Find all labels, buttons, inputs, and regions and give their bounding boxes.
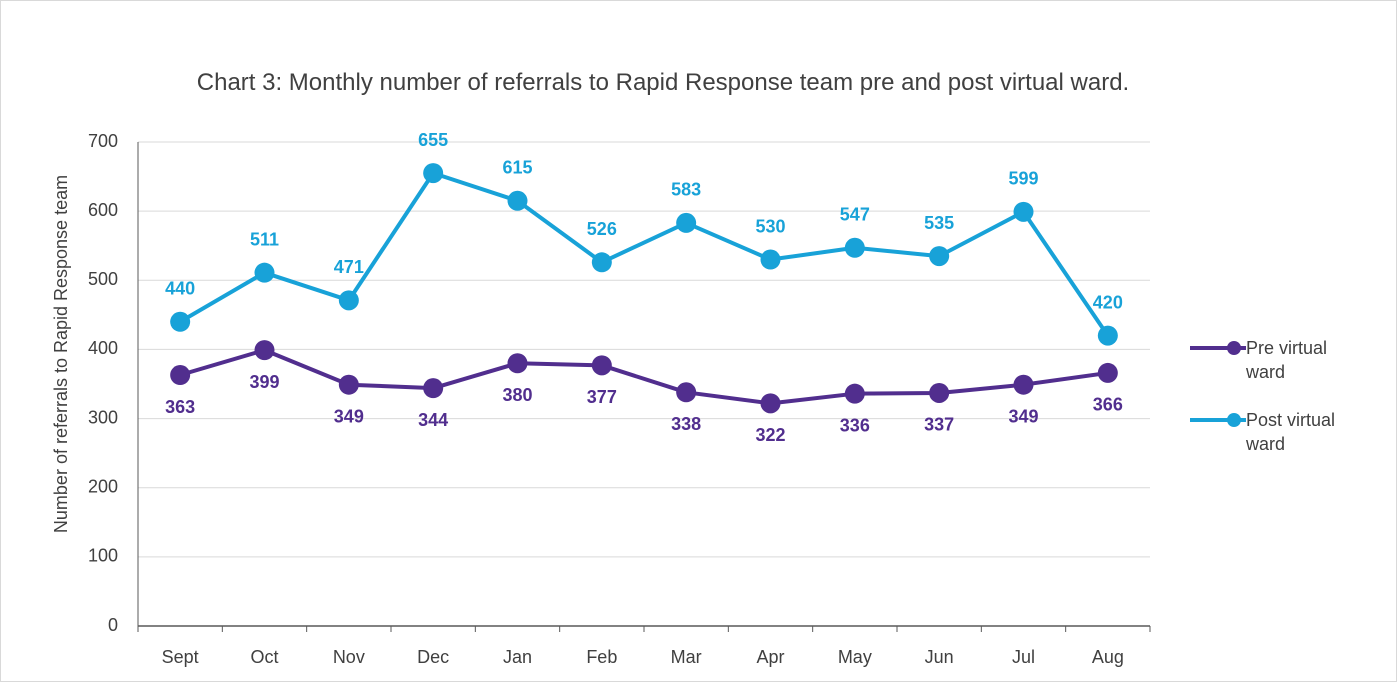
data-label: 377: [587, 387, 617, 407]
data-point: [170, 365, 191, 386]
legend-item: Pre virtual ward: [1190, 336, 1356, 384]
data-point: [338, 290, 359, 311]
x-tick-label: Apr: [756, 647, 784, 667]
x-tick-label: Feb: [586, 647, 617, 667]
data-point: [760, 249, 781, 270]
data-label: 526: [587, 219, 617, 239]
data-label: 322: [755, 425, 785, 445]
data-point: [844, 383, 865, 404]
data-label: 336: [840, 415, 870, 435]
data-label: 615: [502, 158, 532, 178]
x-tick-label: Sept: [162, 647, 199, 667]
x-tick-label: Jul: [1012, 647, 1035, 667]
legend-swatch: [1190, 413, 1246, 427]
data-label: 349: [334, 406, 364, 426]
series-line: [179, 348, 1109, 406]
x-tick-label: Nov: [333, 647, 365, 667]
y-tick-label: 400: [88, 338, 118, 358]
data-label: 535: [924, 213, 954, 233]
data-label: 363: [165, 397, 195, 417]
data-point: [1013, 374, 1034, 395]
legend-label: Post virtual ward: [1246, 410, 1336, 454]
data-point: [254, 262, 275, 283]
data-label: 583: [671, 180, 701, 200]
data-point: [1013, 201, 1034, 222]
data-point: [676, 212, 697, 233]
data-point: [170, 311, 191, 332]
data-label: 511: [250, 229, 279, 249]
data-point: [591, 355, 612, 376]
series-line: [179, 171, 1110, 337]
data-point: [423, 163, 444, 184]
y-tick-label: 600: [88, 200, 118, 220]
data-point: [1097, 325, 1118, 346]
data-point: [929, 382, 950, 403]
data-point: [591, 252, 612, 273]
data-label: 344: [418, 410, 448, 430]
y-tick-label: 0: [108, 615, 118, 635]
data-point: [760, 393, 781, 414]
data-point: [1097, 362, 1118, 383]
data-label: 420: [1093, 292, 1123, 312]
x-tick-label: Dec: [417, 647, 449, 667]
x-tick-label: May: [838, 647, 872, 667]
legend-marker: [1227, 413, 1241, 427]
y-tick-label: 200: [88, 476, 118, 496]
data-label: 380: [502, 385, 532, 405]
legend-marker: [1227, 341, 1241, 355]
data-label: 547: [840, 205, 870, 225]
data-label: 530: [755, 216, 785, 236]
chart-title: Chart 3: Monthly number of referrals to …: [196, 69, 1130, 96]
data-label: 338: [671, 414, 701, 434]
data-label: 366: [1093, 395, 1123, 415]
data-point: [507, 190, 528, 211]
data-label: 471: [334, 257, 364, 277]
data-point: [254, 340, 275, 361]
data-point: [844, 237, 865, 258]
legend-item: Post virtual ward: [1190, 408, 1356, 456]
x-tick-label: Jun: [925, 647, 954, 667]
data-point: [929, 246, 950, 267]
y-axis-label: Number of referrals to Rapid Response te…: [51, 175, 71, 533]
data-point: [338, 374, 359, 395]
y-tick-label: 700: [88, 131, 118, 151]
data-label: 337: [924, 415, 954, 435]
x-tick-label: Jan: [503, 647, 532, 667]
data-label: 349: [1008, 406, 1038, 426]
legend-label: Pre virtual ward: [1246, 338, 1328, 382]
data-label: 599: [1008, 169, 1038, 189]
y-tick-label: 500: [88, 269, 118, 289]
data-point: [423, 378, 444, 399]
x-tick-label: Oct: [250, 647, 278, 667]
data-label: 655: [418, 130, 448, 150]
y-tick-label: 100: [88, 546, 118, 566]
x-tick-label: Aug: [1092, 647, 1124, 667]
data-label: 440: [165, 279, 195, 299]
data-label: 399: [249, 372, 279, 392]
data-point: [507, 353, 528, 374]
x-tick-label: Mar: [671, 647, 702, 667]
data-point: [676, 382, 697, 403]
legend-swatch: [1190, 341, 1246, 355]
y-tick-label: 300: [88, 407, 118, 427]
